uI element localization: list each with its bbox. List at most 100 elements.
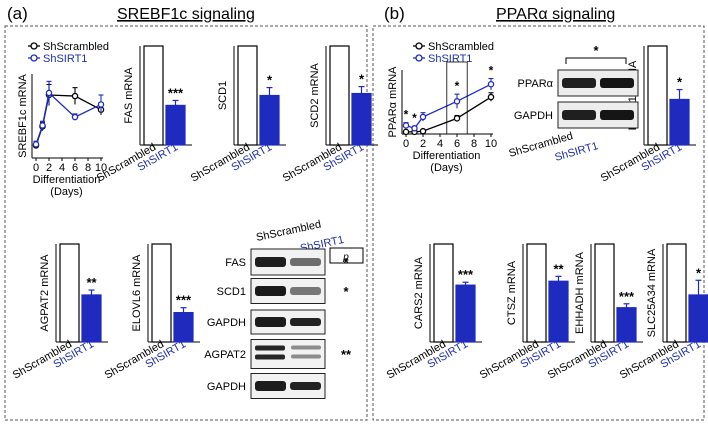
x-tick-label: 2 [46, 162, 52, 174]
y-axis-label: EHHADH mRNA [574, 251, 586, 334]
legend-b: ShScrambled ShSIRT1 [413, 41, 494, 65]
data-point-shsirt1 [32, 141, 40, 148]
significance-label: *** [619, 289, 635, 304]
x-tick-label: 10 [95, 162, 107, 174]
x-tick-label: 8 [471, 138, 477, 150]
band-shscrambled [255, 317, 286, 327]
p-header-label: p [342, 252, 349, 263]
blot-significance: * [343, 284, 349, 299]
band-shscrambled [562, 78, 596, 88]
blot-row-label: AGPAT2 [204, 349, 246, 361]
data-point-shscrambled [402, 128, 410, 136]
panel-a-title: SREBF1c signaling [117, 6, 255, 23]
comparison-bracket [565, 57, 627, 64]
legend-label-shscrambled: ShScrambled [428, 41, 494, 53]
significance-label: * [489, 64, 494, 78]
series-line-shsirt1 [35, 91, 102, 145]
x-tick-label: 4 [437, 138, 443, 150]
y-axis-label: SLC25A34 mRNA [646, 248, 658, 337]
panel-b-title: PPARα signaling [496, 6, 615, 23]
bar-shscrambled [666, 243, 687, 343]
bar-shscrambled [237, 45, 258, 146]
blot-row-label: FAS [225, 257, 246, 269]
blot-significance: ** [341, 347, 352, 362]
y-axis-label: CTSZ mRNA [506, 260, 518, 325]
significance-label: *** [458, 267, 474, 282]
bar-shsirt1 [351, 92, 372, 146]
significance-label: * [412, 111, 417, 125]
band-shsirt1 [290, 287, 321, 295]
bar-shsirt1 [259, 94, 280, 146]
bar-shscrambled [151, 243, 172, 343]
blot-significance: * [343, 255, 349, 270]
legend-marker-shsirt1 [30, 54, 38, 62]
x-tick-label: 8 [85, 162, 91, 174]
y-axis-label: PPARα mRNA [387, 66, 399, 138]
band-shscrambled [255, 354, 285, 360]
band-shsirt1 [290, 382, 321, 390]
band-shscrambled [562, 110, 596, 120]
data-point-shsirt1 [402, 122, 410, 129]
x-tick-label: 4 [59, 162, 65, 174]
data-point-shscrambled [453, 115, 461, 122]
bar-shscrambled [526, 243, 547, 343]
x-tick-label: 6 [72, 162, 78, 174]
x-axis-label: Differentiation [33, 174, 101, 186]
x-tick-label: 2 [420, 138, 426, 150]
blot-row-label: GAPDH [207, 317, 246, 329]
band-shsirt1 [291, 345, 321, 350]
legend-a: ShScrambled ShSIRT1 [28, 41, 109, 65]
significance-label: * [404, 108, 409, 122]
y-axis-label: SCD2 mRNA [309, 62, 321, 127]
panel-b-label: (b) [384, 4, 405, 23]
band-shsirt1 [290, 258, 321, 266]
y-axis-label: SCD1 [217, 81, 229, 110]
bar-shsirt1 [455, 284, 476, 343]
significance-label: *** [168, 85, 184, 100]
bar-shsirt1 [548, 280, 569, 343]
bar-shscrambled [433, 243, 454, 343]
band-shsirt1 [290, 318, 321, 326]
data-point-shsirt1 [419, 113, 427, 121]
legend-marker-shscrambled [30, 42, 38, 50]
bar-shscrambled [329, 45, 350, 146]
data-point-shsirt1 [487, 80, 495, 88]
legend-label-shsirt1: ShSIRT1 [428, 53, 472, 65]
data-point-shsirt1 [411, 125, 418, 132]
x-axis-label-unit: (Days) [430, 162, 462, 174]
x-tick-label: 10 [485, 138, 497, 150]
x-tick-label: 6 [454, 138, 460, 150]
blot-row-label: PPARα [518, 78, 554, 90]
panel-b-frame [372, 25, 705, 421]
series-line-shscrambled [406, 96, 492, 133]
significance-label: ** [86, 275, 97, 290]
series-line-shscrambled [35, 94, 102, 146]
band-shscrambled [255, 381, 286, 391]
band-shsirt1 [291, 354, 321, 359]
data-point-shsirt1 [39, 122, 46, 129]
bar-shscrambled [143, 45, 164, 146]
band-shscrambled [255, 257, 286, 267]
data-point-shsirt1 [453, 98, 461, 105]
blot-row-label: GAPDH [207, 381, 246, 393]
significance-label: * [455, 79, 460, 93]
y-axis-label: AGPAT2 mRNA [39, 254, 51, 332]
bar-shscrambled [647, 45, 668, 146]
blot-row-label: GAPDH [514, 110, 553, 122]
legend-marker-shsirt1 [415, 54, 423, 62]
y-axis-label: SREBF1c mRNA [17, 73, 29, 157]
band-shscrambled [255, 286, 286, 296]
significance-label: * [267, 73, 273, 88]
bar-shsirt1 [616, 307, 637, 343]
bar-shsirt1 [669, 98, 690, 146]
panel-a-frame [4, 25, 368, 421]
